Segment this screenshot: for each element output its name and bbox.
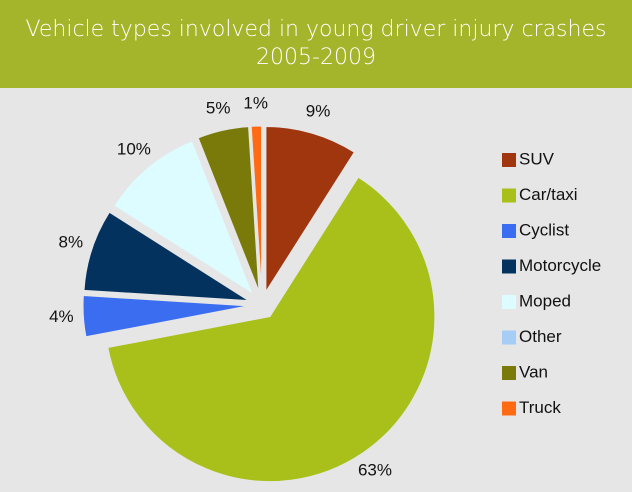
data-label: 8% (59, 232, 84, 251)
legend-swatch (502, 401, 516, 416)
data-label: 1% (243, 94, 268, 113)
legend-swatch (502, 224, 516, 238)
legend-swatch (502, 366, 516, 380)
pie-slice (83, 211, 249, 302)
data-label: 5% (206, 98, 231, 117)
legend-swatch (502, 295, 516, 309)
data-label: 4% (49, 307, 74, 326)
legend-swatch (502, 259, 516, 274)
pie-slice (107, 176, 436, 483)
pie-slice (197, 126, 260, 292)
legend-label: Cyclist (519, 220, 569, 239)
pie-slice (195, 138, 258, 293)
legend-label: Moped (519, 291, 571, 310)
legend-label: Van (519, 362, 548, 381)
pie-slice (82, 294, 249, 338)
legend-label: Car/taxi (519, 185, 578, 204)
title-banner: Vehicle types involved in young driver i… (0, 0, 632, 88)
legend-label: Other (519, 327, 562, 346)
legend-label: Truck (519, 398, 561, 417)
data-label: 63% (358, 461, 392, 480)
legend-label: SUV (519, 149, 555, 168)
data-label: 10% (117, 140, 151, 159)
legend-swatch (502, 188, 516, 203)
legend-swatch (502, 330, 516, 345)
pie-slice (250, 125, 263, 292)
pie-slice (265, 126, 356, 294)
pie-slice (113, 140, 255, 296)
legend-label: Motorcycle (519, 256, 601, 275)
legend-swatch (502, 153, 516, 167)
chart-title: Vehicle types involved in young driver i… (25, 17, 607, 70)
data-label: 9% (306, 101, 331, 120)
